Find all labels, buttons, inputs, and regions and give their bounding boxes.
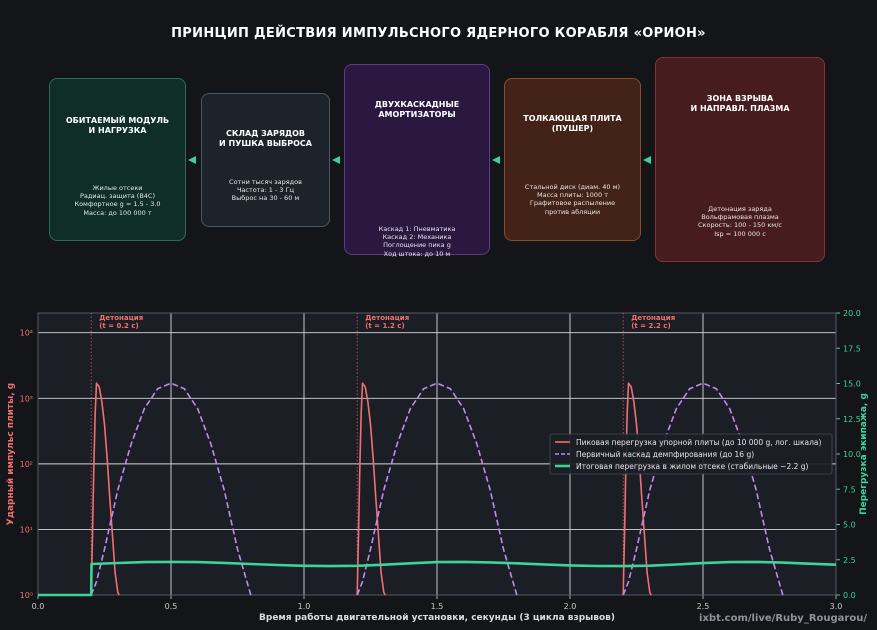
x-tick-label: 1.0 xyxy=(298,602,311,611)
x-tick-label: 1.5 xyxy=(431,602,444,611)
legend-label: Пиковая перегрузка упорной плиты (до 10 … xyxy=(576,438,821,447)
y-right-tick-label: 10.0 xyxy=(843,450,861,459)
x-tick-label: 0.5 xyxy=(165,602,178,611)
y-right-tick-label: 15.0 xyxy=(843,380,861,389)
plot-frame xyxy=(37,312,837,596)
series-line xyxy=(90,382,252,596)
series-line xyxy=(622,382,784,596)
y-left-tick-label: 10⁴ xyxy=(20,329,33,338)
y-left-tick-label: 10³ xyxy=(20,394,33,403)
y-right-axis-label: Перегрузка экипажа, g xyxy=(859,393,869,515)
watermark: ixbt.com/live/Ruby_Rougarou/ xyxy=(699,613,867,624)
x-tick-label: 3.0 xyxy=(830,602,843,611)
legend-label: Итоговая перегрузка в жилом отсеке (стаб… xyxy=(576,462,809,471)
y-left-tick-label: 10² xyxy=(20,460,33,469)
y-left-tick-label: 10⁰ xyxy=(20,591,33,600)
annotation-label: Детонация xyxy=(99,314,143,322)
page-title: ПРИНЦИП ДЕЙСТВИЯ ИМПУЛЬСНОГО ЯДЕРНОГО КО… xyxy=(171,26,706,41)
legend-label: Первичный каскад демпфирования (до 16 g) xyxy=(576,450,754,459)
annotation-label: Детонация xyxy=(631,314,675,322)
box-details: Жилые отсеки Радиац. защита (B4C) Комфор… xyxy=(74,184,161,217)
x-tick-label: 2.5 xyxy=(697,602,710,611)
y-right-tick-label: 12.5 xyxy=(843,415,861,424)
box-title: ЗОНА ВЗРЫВА И НАПРАВЛ. ПЛАЗМА xyxy=(690,94,790,113)
annotation-label: (t = 0.2 с) xyxy=(99,322,138,330)
series-line xyxy=(90,382,120,596)
legend xyxy=(549,433,833,475)
y-right-tick-label: 0.0 xyxy=(843,591,856,600)
y-right-tick-label: 5.0 xyxy=(843,521,856,530)
box-title: ДВУХКАСКАДНЫЕ АМОРТИЗАТОРЫ xyxy=(374,100,460,119)
box-details: Стальной диск (диам. 40 м) Масса плиты: … xyxy=(524,183,621,216)
annotation-label: (t = 2.2 с) xyxy=(631,322,670,330)
y-right-tick-label: 20.0 xyxy=(843,309,861,318)
charge-magazine-box: СКЛАД ЗАРЯДОВ И ПУШКА ВЫБРОСА Сотни тыся… xyxy=(201,93,330,227)
series-line xyxy=(38,560,837,597)
box-details: Каскад 1: Пневматика Каскад 2: Механика … xyxy=(378,225,456,258)
box-details: Сотни тысяч зарядов Частота: 1 - 3 Гц Вы… xyxy=(229,178,302,203)
y-left-tick-label: 10¹ xyxy=(20,525,33,534)
series-line xyxy=(356,382,386,596)
box-title: ТОЛКАЮЩАЯ ПЛИТА (ПУШЕР) xyxy=(523,114,622,133)
x-tick-label: 2.0 xyxy=(564,602,577,611)
x-tick-label: 0.0 xyxy=(32,602,45,611)
annotation-label: (t = 1.2 с) xyxy=(365,322,404,330)
y-right-tick-label: 2.5 xyxy=(843,556,856,565)
shock-absorbers-box: ДВУХКАСКАДНЫЕ АМОРТИЗАТОРЫ Каскад 1: Пне… xyxy=(344,64,490,258)
box-title: СКЛАД ЗАРЯДОВ И ПУШКА ВЫБРОСА xyxy=(219,129,312,148)
annotation-label: Детонация xyxy=(365,314,409,322)
box-title: ОБИТАЕМЫЙ МОДУЛЬ И НАГРУЗКА xyxy=(65,116,170,135)
series-line xyxy=(356,382,518,596)
y-right-tick-label: 17.5 xyxy=(843,344,861,353)
pusher-plate-box: ТОЛКАЮЩАЯ ПЛИТА (ПУШЕР) Стальной диск (д… xyxy=(504,78,641,241)
y-right-tick-label: 7.5 xyxy=(843,485,856,494)
explosion-zone-box: ЗОНА ВЗРЫВА И НАПРАВЛ. ПЛАЗМА Детонация … xyxy=(655,57,825,262)
habitable-module-box: ОБИТАЕМЫЙ МОДУЛЬ И НАГРУЗКА Жилые отсеки… xyxy=(49,78,186,241)
y-left-axis-label: Ударный импульс плиты, g xyxy=(6,383,16,525)
x-axis-label: Время работы двигательной установки, сек… xyxy=(259,612,615,623)
box-details: Детонация заряда Вольфрамовая плазма Ско… xyxy=(698,205,782,238)
